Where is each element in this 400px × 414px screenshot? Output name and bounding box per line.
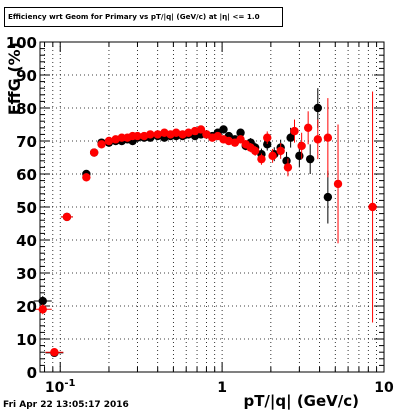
data-point-red [297,132,306,160]
data-point-black [219,125,228,134]
marker [282,156,291,165]
data-point-red [268,148,277,163]
data-point-red [45,348,64,357]
data-point-red [133,131,142,141]
marker [236,135,245,144]
marker [50,348,59,357]
data-point-red [283,158,293,177]
y-tick-labels: 0 10 20 30 40 50 60 70 80 90 100 [6,34,37,382]
grid [40,42,384,372]
marker [313,135,322,144]
data-point-red [290,119,299,143]
marker [104,136,114,146]
marker [268,151,277,161]
marker [257,154,266,164]
data-point-red [196,125,206,134]
data-point-red [313,119,322,160]
footer-timestamp: Fri Apr 22 13:05:17 2016 [3,400,129,410]
marker [283,163,293,172]
marker [276,146,285,156]
y-tick-label: 50 [16,199,37,217]
marker [146,130,155,139]
marker [263,140,272,149]
data-points [33,88,377,358]
y-tick-label: 80 [16,100,37,118]
data-point-red [60,212,73,222]
marker [263,133,272,142]
marker [89,148,99,157]
marker [305,154,315,164]
marker [286,133,295,142]
data-point-red [236,135,245,144]
data-point-black [323,170,333,224]
marker [236,128,245,137]
marker [196,125,206,134]
marker [171,128,181,137]
marker [38,305,47,314]
data-point-red [89,148,99,157]
data-point-red [153,130,162,139]
data-point-red [184,128,193,137]
data-point-red [146,130,155,139]
data-point-red [333,124,343,244]
marker [219,125,228,134]
data-point-red [257,153,266,165]
marker [368,202,377,212]
marker [62,212,72,222]
y-tick-label: 30 [16,265,37,283]
marker [333,179,343,189]
data-point-black [305,144,315,174]
marker [323,192,333,202]
marker [290,126,299,136]
marker [323,133,333,142]
data-point-red [250,145,260,156]
marker [295,151,304,161]
y-tick-label: 20 [16,298,37,316]
x-axis-label: pT/|q| (GeV/c) [243,392,359,411]
data-point-red [323,98,333,178]
marker [153,130,162,139]
data-point-red [263,131,272,144]
data-point-red [97,140,106,149]
y-tick-label: 70 [16,133,37,151]
x-tick-label: 10-1 [45,378,76,396]
marker [303,123,313,132]
marker [184,128,193,137]
y-tick-label: 100 [6,34,37,52]
marker [297,141,306,151]
data-point-red [82,173,91,182]
y-tick-label: 40 [16,232,37,250]
y-tick-label: 10 [16,331,37,349]
marker [97,140,106,149]
y-tick-label: 90 [16,67,37,85]
data-point-red [33,304,52,315]
marker [82,173,91,182]
axis-ticks [40,41,385,373]
marker [38,296,47,306]
marker [133,131,142,141]
y-axis-label: EffG (%) [5,42,24,115]
marker [250,146,260,156]
data-point-red [368,91,377,323]
y-tick-label: 0 [27,364,37,382]
data-point-red [104,136,114,146]
data-point-red [276,142,285,159]
x-tick-label: 1 [217,380,227,396]
marker [313,103,322,113]
x-tick-label: 10 [374,380,394,396]
data-point-red [303,111,313,145]
y-tick-label: 60 [16,166,37,184]
data-point-red [171,128,181,137]
chart-title: Efficiency wrt Geom for Primary vs pT/|q… [4,7,283,27]
